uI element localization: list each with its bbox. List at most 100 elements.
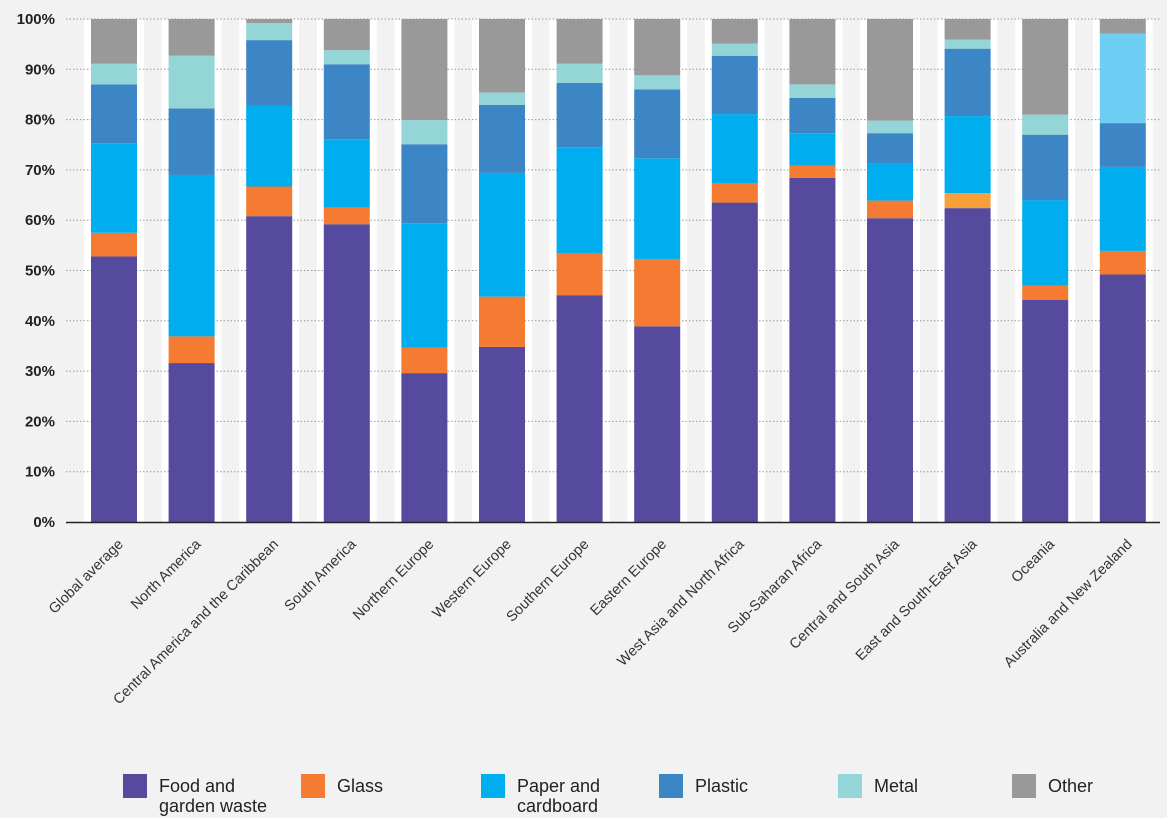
bar-segment-northern-europe-glass	[401, 347, 448, 374]
bar-segment-sub-saharan-africa-other	[789, 19, 836, 85]
bar-segment-oceania-plastic	[1022, 134, 1069, 201]
bar-segment-central-and-south-asia-paper-and-cardboard	[867, 163, 913, 201]
bar-segment-south-america-paper-and-cardboard	[323, 139, 370, 208]
bar-segment-eastern-europe-glass	[634, 258, 681, 327]
x-tick-label-oceania: Oceania	[1009, 536, 1059, 586]
bar-segment-west-asia-and-north-africa-plastic	[711, 55, 758, 115]
bar-segment-australia-and-new-zealand-glass	[1099, 250, 1146, 275]
bar-segment-north-america-paper-and-cardboard	[168, 174, 215, 337]
bar-segment-southern-europe-food-and-garden-waste	[556, 295, 603, 522]
bar-segment-sub-saharan-africa-food-and-garden-waste	[789, 177, 836, 522]
bar-segment-southern-europe-glass	[556, 253, 603, 296]
bar-segment-east-and-south-east-asia-paper-and-cardboard	[944, 116, 991, 194]
bar-segment-sub-saharan-africa-metal	[789, 84, 836, 98]
bar-segment-australia-and-new-zealand-metal	[1099, 33, 1146, 124]
y-tick-label: 80%	[25, 112, 55, 129]
y-tick-label: 100%	[17, 11, 55, 28]
x-tick-label-south-america: South America	[282, 536, 361, 615]
bar-segment-sub-saharan-africa-plastic	[789, 97, 836, 134]
bar-segment-central-and-south-asia-glass	[867, 200, 913, 219]
bar-segment-eastern-europe-metal	[634, 75, 681, 90]
bar-segment-eastern-europe-food-and-garden-waste	[634, 326, 681, 522]
legend-swatch-plastic	[659, 774, 683, 798]
y-tick-label: 30%	[25, 363, 55, 380]
bar-segment-global-average-glass	[91, 232, 137, 257]
bar-segment-south-america-metal	[323, 50, 370, 65]
y-tick-label: 60%	[25, 212, 55, 229]
x-tick-label-australia-and-new-zealand: Australia and New Zealand	[1001, 537, 1135, 671]
y-tick-label: 0%	[33, 514, 55, 531]
bar-segment-global-average-food-and-garden-waste	[91, 256, 137, 522]
bar-segment-western-europe-glass	[479, 296, 525, 347]
bar-segment-west-asia-and-north-africa-metal	[711, 43, 758, 56]
bar-segment-northern-europe-metal	[401, 120, 448, 145]
bar-segment-east-and-south-east-asia-other	[944, 19, 991, 40]
x-tick-label-western-europe: Western Europe	[430, 537, 515, 622]
x-tick-label-southern-europe: Southern Europe	[504, 537, 593, 626]
y-tick-label: 50%	[25, 263, 55, 280]
bar-segment-oceania-other	[1022, 19, 1069, 115]
bar-segment-oceania-metal	[1022, 114, 1069, 135]
bar-segment-central-and-south-asia-plastic	[867, 133, 913, 164]
bar-segment-south-america-glass	[323, 207, 370, 225]
bar-segment-australia-and-new-zealand-food-and-garden-waste	[1099, 274, 1146, 522]
legend-swatch-other	[1012, 774, 1036, 798]
bar-segment-western-europe-other	[479, 19, 525, 93]
legend-label-paper-and-cardboard: Paper and	[517, 776, 600, 796]
y-tick-label: 20%	[25, 413, 55, 430]
bar-segment-north-america-metal	[168, 55, 215, 109]
bar-segment-global-average-other	[91, 19, 137, 64]
x-tick-label-central-america-and-the-caribbean: Central America and the Caribbean	[111, 537, 282, 708]
x-tick-label-northern-europe: Northern Europe	[350, 537, 437, 624]
bar-segment-south-america-plastic	[323, 64, 370, 140]
x-tick-label-eastern-europe: Eastern Europe	[587, 537, 670, 620]
bar-segment-central-and-south-asia-food-and-garden-waste	[867, 218, 913, 523]
bar-segment-southern-europe-other	[556, 19, 603, 64]
bar-segment-north-america-other	[168, 19, 215, 56]
bar-segment-southern-europe-paper-and-cardboard	[556, 147, 603, 254]
bar-segment-western-europe-food-and-garden-waste	[479, 346, 525, 522]
bar-segment-sub-saharan-africa-paper-and-cardboard	[789, 133, 836, 166]
bar-segment-east-and-south-east-asia-food-and-garden-waste	[944, 208, 991, 523]
bar-segment-eastern-europe-plastic	[634, 89, 681, 159]
bar-segment-central-america-and-the-caribbean-plastic	[246, 40, 293, 106]
bar-segment-central-america-and-the-caribbean-metal	[246, 23, 293, 41]
bar-segment-southern-europe-metal	[556, 63, 603, 83]
bar-segment-australia-and-new-zealand-paper-and-cardboard	[1099, 166, 1146, 251]
legend-label-metal: Metal	[874, 776, 918, 796]
bar-segment-north-america-glass	[168, 336, 215, 364]
bar-segment-east-and-south-east-asia-metal	[944, 39, 991, 49]
legend-label-plastic: Plastic	[695, 776, 748, 796]
bar-segment-western-europe-metal	[479, 92, 525, 106]
bar-segment-southern-europe-plastic	[556, 82, 603, 148]
y-tick-label: 10%	[25, 464, 55, 481]
bar-segment-northern-europe-plastic	[401, 144, 448, 224]
bar-segment-west-asia-and-north-africa-food-and-garden-waste	[711, 202, 758, 522]
y-tick-label: 40%	[25, 313, 55, 330]
bar-segment-central-and-south-asia-other	[867, 19, 913, 121]
bar-segment-sub-saharan-africa-glass	[789, 165, 836, 178]
y-tick-label: 70%	[25, 162, 55, 179]
bar-segment-west-asia-and-north-africa-paper-and-cardboard	[711, 114, 758, 183]
legend-swatch-food-and-garden-waste	[123, 774, 147, 798]
bar-segment-central-and-south-asia-metal	[867, 120, 913, 134]
bar-segment-global-average-plastic	[91, 84, 137, 144]
bar-segment-western-europe-paper-and-cardboard	[479, 172, 525, 297]
legend-label-food-and-garden-waste: Food and	[159, 776, 235, 796]
legend-swatch-paper-and-cardboard	[481, 774, 505, 798]
bar-segment-northern-europe-other	[401, 19, 448, 121]
bar-segment-oceania-paper-and-cardboard	[1022, 200, 1069, 286]
legend-label-paper-and-cardboard: cardboard	[517, 796, 598, 816]
bar-segment-south-america-food-and-garden-waste	[323, 224, 370, 522]
bar-segment-east-and-south-east-asia-glass	[944, 193, 991, 209]
legend-label-other: Other	[1048, 776, 1093, 796]
bar-segment-south-america-other	[323, 19, 370, 51]
bar-segment-australia-and-new-zealand-plastic	[1099, 123, 1146, 167]
x-tick-label-west-asia-and-north-africa: West Asia and North Africa	[615, 536, 749, 670]
bar-segment-eastern-europe-paper-and-cardboard	[634, 158, 681, 259]
bar-segment-eastern-europe-other	[634, 19, 681, 76]
bar-segment-central-america-and-the-caribbean-glass	[246, 186, 293, 217]
bar-segment-oceania-food-and-garden-waste	[1022, 299, 1069, 522]
